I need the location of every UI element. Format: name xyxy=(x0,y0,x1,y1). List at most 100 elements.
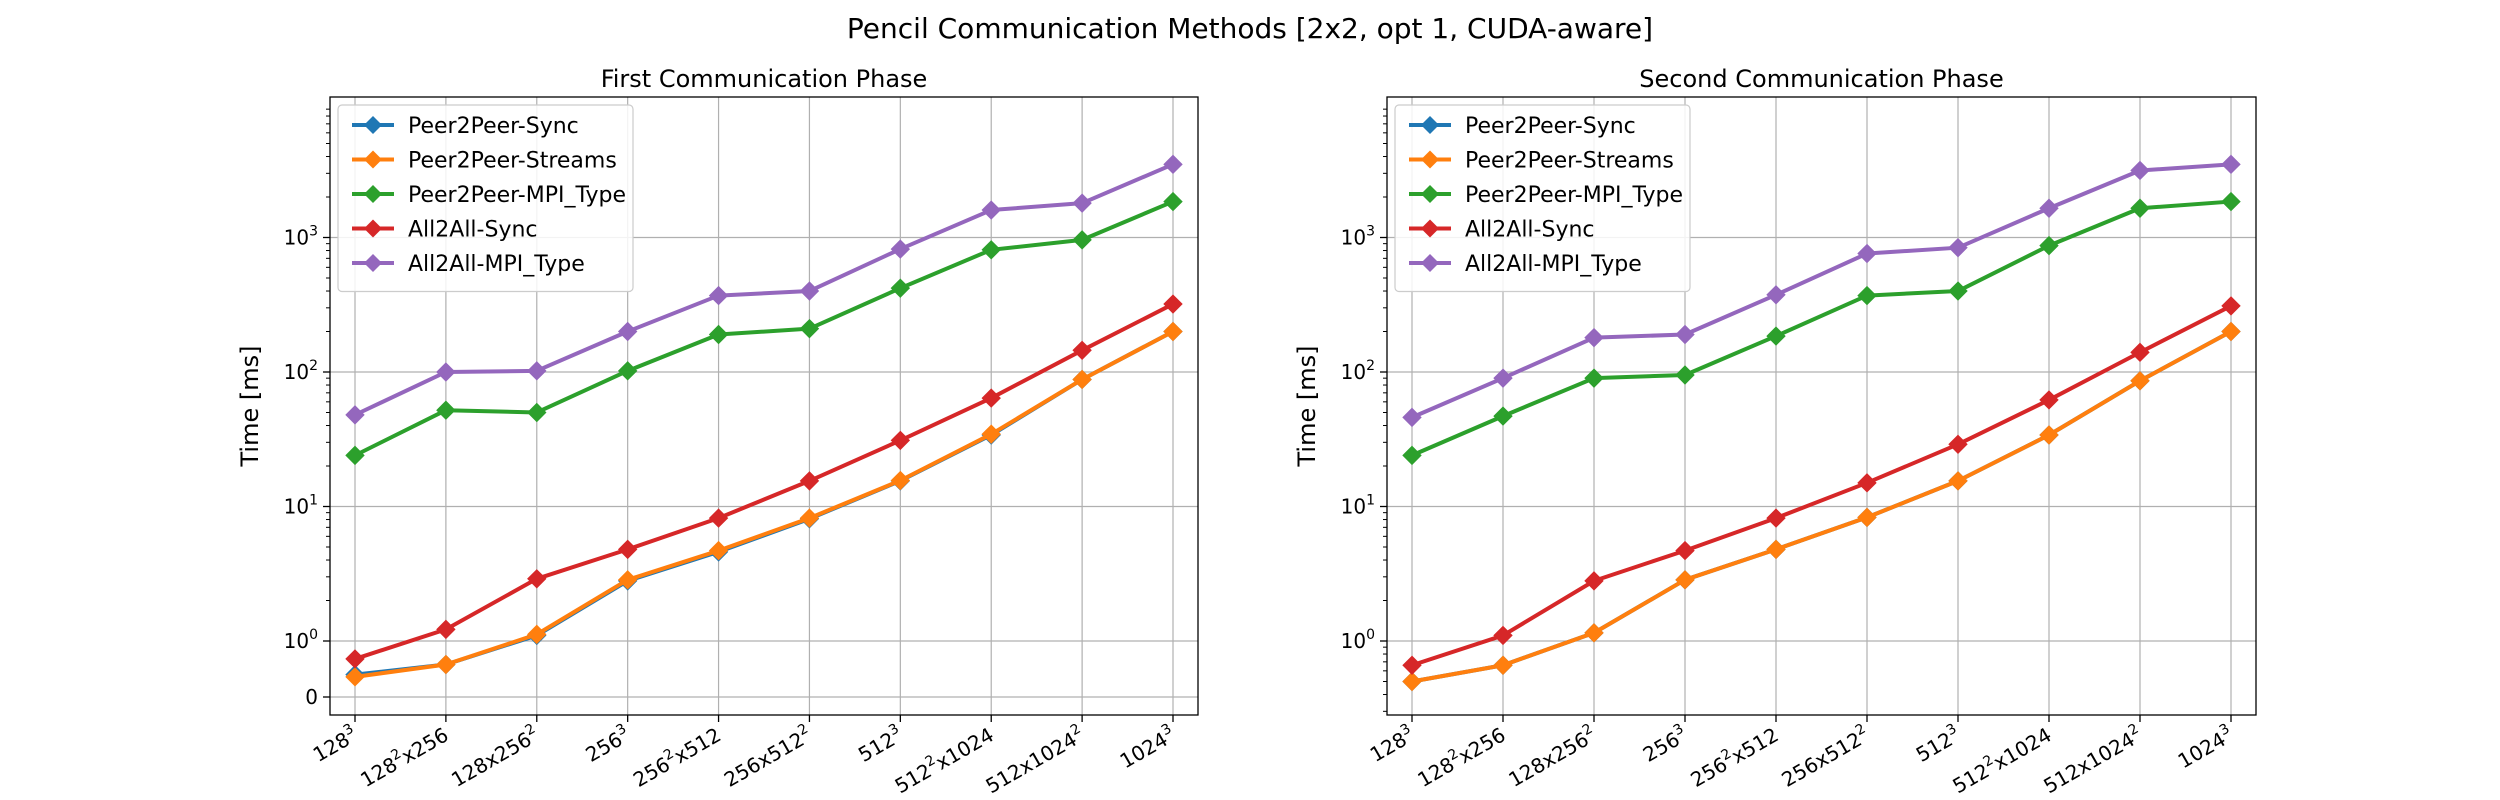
data-point xyxy=(708,324,729,345)
data-point xyxy=(2130,371,2150,391)
data-point xyxy=(2039,390,2059,410)
data-point xyxy=(1163,294,1183,314)
data-point xyxy=(1766,326,1786,346)
data-point xyxy=(2221,296,2241,316)
data-point xyxy=(345,445,365,466)
data-point xyxy=(2221,191,2241,212)
data-point xyxy=(1766,508,1786,528)
data-point xyxy=(527,569,547,589)
x-tick-label: 256x5122 xyxy=(1776,721,1873,792)
legend-entry: Peer2Peer-Sync xyxy=(408,114,579,139)
data-point xyxy=(799,318,820,339)
legend-marker xyxy=(1421,150,1439,169)
data-point xyxy=(890,430,911,451)
y-axis-label: Time [ms] xyxy=(1293,346,1321,468)
data-point xyxy=(345,667,365,687)
x-tick-label: 1283 xyxy=(1365,721,1419,767)
data-point xyxy=(1072,369,1092,390)
data-point xyxy=(1584,571,1604,591)
data-point xyxy=(527,361,547,381)
x-tick-label: 5122x1024 xyxy=(890,721,998,798)
legend-marker xyxy=(1421,116,1439,134)
data-point xyxy=(1402,407,1422,428)
plot-frame xyxy=(329,96,1199,716)
x-tick-label: 2562x512 xyxy=(1685,721,1782,792)
x-tick-label: 512x10242 xyxy=(980,721,1088,798)
data-point xyxy=(2221,154,2241,175)
data-point xyxy=(436,400,456,420)
data-point xyxy=(1163,321,1183,342)
data-point xyxy=(2221,321,2241,342)
data-point xyxy=(1948,471,1968,491)
y-axis-label: Time [ms] xyxy=(236,346,264,468)
data-point xyxy=(1857,243,1877,264)
data-point xyxy=(1948,434,1968,455)
data-point xyxy=(708,540,729,561)
series-line-all2all-sync xyxy=(354,302,1174,661)
x-tick-label: 5123 xyxy=(1911,721,1965,767)
data-point xyxy=(890,278,911,298)
legend-marker xyxy=(1421,219,1439,238)
legend-marker xyxy=(364,150,382,169)
y-tick-label: 0 xyxy=(305,685,318,709)
data-point xyxy=(1857,473,1877,493)
data-point xyxy=(1584,368,1604,388)
y-tick-label: 101 xyxy=(1341,493,1375,519)
x-tick-label: 2563 xyxy=(580,721,634,767)
data-point xyxy=(1493,625,1513,646)
data-point xyxy=(981,240,1001,260)
data-point xyxy=(1163,154,1183,175)
x-tick-label: 1283 xyxy=(308,721,362,767)
x-tick-label: 128x2562 xyxy=(1503,721,1600,792)
chart-title: First Communication Phase xyxy=(601,65,928,93)
data-point xyxy=(2130,198,2150,218)
data-point xyxy=(1857,507,1877,528)
data-point xyxy=(981,388,1001,408)
data-point xyxy=(1493,406,1513,426)
data-point xyxy=(2130,160,2150,181)
data-point xyxy=(527,624,547,645)
y-tick-label: 102 xyxy=(284,358,318,384)
data-point xyxy=(1584,623,1604,643)
data-point xyxy=(1402,445,1422,466)
data-point xyxy=(436,654,456,675)
data-point xyxy=(1584,327,1604,348)
legend-entry: All2All-Sync xyxy=(408,218,538,243)
data-point xyxy=(617,321,638,342)
data-point xyxy=(981,200,1001,220)
x-tick-label: 128x2562 xyxy=(446,721,543,792)
data-point xyxy=(1675,570,1695,590)
data-point xyxy=(1766,539,1786,560)
x-tick-label: 5123 xyxy=(853,721,907,767)
legend-marker xyxy=(1421,185,1439,203)
data-point xyxy=(1675,540,1695,561)
series-line-peer2peer-mpi_type xyxy=(354,199,1174,458)
y-tick-label: 103 xyxy=(284,224,318,250)
data-point xyxy=(1072,193,1092,213)
data-point xyxy=(1675,365,1695,385)
legend-entry: Peer2Peer-Sync xyxy=(1465,114,1636,139)
series-line-all2all-sync xyxy=(1411,304,2232,668)
series-line-peer2peer-sync xyxy=(354,329,1174,677)
legend-marker xyxy=(364,116,382,134)
legend-entry: Peer2Peer-Streams xyxy=(1465,149,1674,174)
data-point xyxy=(708,508,729,528)
data-point xyxy=(1493,655,1513,675)
legend-entry: All2All-MPI_Type xyxy=(408,252,585,277)
data-point xyxy=(345,405,365,425)
data-point xyxy=(2130,342,2150,363)
data-point xyxy=(2039,235,2059,256)
data-point xyxy=(1072,340,1092,361)
legend-marker xyxy=(364,219,382,238)
y-tick-label: 101 xyxy=(284,493,318,519)
data-point xyxy=(1493,368,1513,388)
data-point xyxy=(1948,281,1968,301)
legend-marker xyxy=(364,254,382,272)
data-point xyxy=(617,570,638,590)
data-point xyxy=(527,402,547,423)
data-point xyxy=(345,649,365,669)
figure-title: Pencil Communication Methods [2x2, opt 1… xyxy=(847,12,1653,45)
x-tick-label: 512x10242 xyxy=(2038,721,2146,798)
data-point xyxy=(2039,425,2059,445)
